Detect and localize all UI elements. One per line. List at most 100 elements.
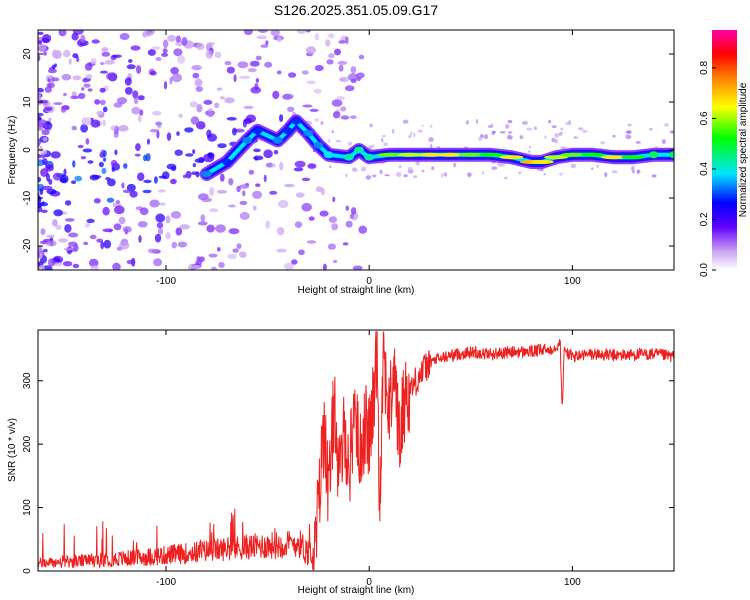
noise-speck	[554, 138, 558, 144]
noise-speck	[604, 172, 608, 178]
noise-blob	[131, 106, 141, 115]
noise-blob	[138, 114, 142, 123]
noise-blob	[216, 87, 223, 91]
spec-ytick-label: -10	[22, 190, 33, 205]
noise-blob	[62, 261, 73, 267]
noise-blob	[147, 248, 156, 254]
noise-speck	[519, 135, 524, 140]
noise-blob	[209, 187, 215, 196]
noise-blob	[284, 262, 295, 270]
noise-blob	[70, 95, 80, 100]
noise-blob	[72, 263, 80, 269]
noise-blob	[40, 228, 46, 236]
spec-ytick-label: 10	[22, 96, 33, 108]
noise-speck	[371, 144, 375, 148]
noise-blob	[252, 190, 263, 199]
noise-blob	[196, 256, 201, 262]
noise-blob	[233, 74, 237, 83]
noise-blob	[96, 110, 103, 116]
noise-blob	[218, 262, 225, 268]
noise-speck	[493, 130, 496, 134]
ridge-point-16	[438, 152, 463, 157]
noise-blob	[153, 258, 163, 267]
noise-blob	[265, 40, 269, 45]
noise-blob	[110, 159, 118, 167]
ridge-point-6	[291, 117, 302, 125]
noise-speck	[611, 170, 618, 174]
noise-speck	[360, 166, 367, 172]
noise-blob	[38, 112, 44, 117]
noise-speck	[395, 172, 402, 177]
noise-blob	[294, 160, 306, 168]
noise-blob	[52, 172, 62, 181]
noise-blob	[349, 115, 357, 120]
noise-blob	[248, 169, 255, 175]
noise-blob	[45, 164, 54, 172]
noise-blob	[239, 251, 247, 258]
noise-blob	[100, 99, 106, 106]
noise-blob	[175, 227, 183, 236]
noise-blob	[295, 192, 305, 198]
ridge-point-13	[377, 152, 402, 157]
noise-blob	[113, 102, 123, 108]
noise-speck	[483, 134, 489, 140]
noise-blob	[332, 111, 341, 119]
noise-blob	[101, 167, 107, 174]
noise-blob	[179, 224, 190, 230]
snr-series-line	[38, 331, 674, 571]
ridge-point-12	[364, 153, 375, 161]
noise-speck	[548, 120, 552, 124]
noise-blob	[250, 86, 261, 94]
noise-blob	[135, 143, 141, 152]
noise-blob	[68, 57, 72, 66]
noise-blob	[192, 149, 196, 155]
noise-blob	[239, 200, 248, 206]
noise-blob	[171, 73, 183, 83]
noise-blob	[106, 197, 115, 203]
noise-blob	[63, 92, 67, 97]
noise-blob	[42, 249, 48, 253]
ridge-point-3	[252, 127, 263, 135]
noise-blob	[288, 72, 297, 78]
noise-blob	[196, 104, 203, 113]
noise-blob	[284, 183, 295, 188]
noise-blob	[149, 199, 160, 208]
noise-blob	[43, 51, 47, 56]
noise-blob	[77, 144, 84, 149]
snr-xtick-label: 0	[366, 577, 372, 588]
noise-blob	[315, 186, 323, 193]
noise-blob	[118, 216, 126, 225]
colorbar-tick-label: 0.0	[699, 263, 710, 277]
noise-blob	[89, 174, 100, 181]
noise-blob	[123, 163, 128, 169]
noise-speck	[518, 171, 522, 175]
noise-blob	[224, 60, 232, 66]
noise-blob	[314, 118, 319, 122]
noise-blob	[100, 241, 105, 250]
noise-blob	[137, 95, 145, 101]
noise-blob	[38, 93, 41, 101]
noise-speck	[403, 174, 408, 178]
noise-speck	[543, 173, 546, 176]
noise-blob	[308, 216, 315, 221]
noise-blob	[81, 117, 92, 126]
noise-speck	[481, 170, 485, 175]
noise-blob	[243, 30, 253, 36]
noise-blob	[195, 171, 200, 178]
noise-blob	[305, 30, 311, 33]
noise-blob	[40, 209, 48, 213]
noise-speck	[329, 165, 332, 169]
noise-blob	[215, 224, 226, 233]
noise-speck	[369, 123, 373, 128]
noise-blob	[345, 205, 350, 211]
noise-speck	[544, 135, 547, 139]
spectrogram-xlabel: Height of straight line (km)	[298, 285, 415, 296]
noise-blob	[217, 247, 221, 252]
noise-speck	[372, 174, 377, 178]
noise-blob	[112, 262, 121, 270]
noise-blob	[81, 87, 85, 91]
snr-ytick-label: 300	[22, 372, 33, 389]
noise-blob	[113, 223, 122, 231]
